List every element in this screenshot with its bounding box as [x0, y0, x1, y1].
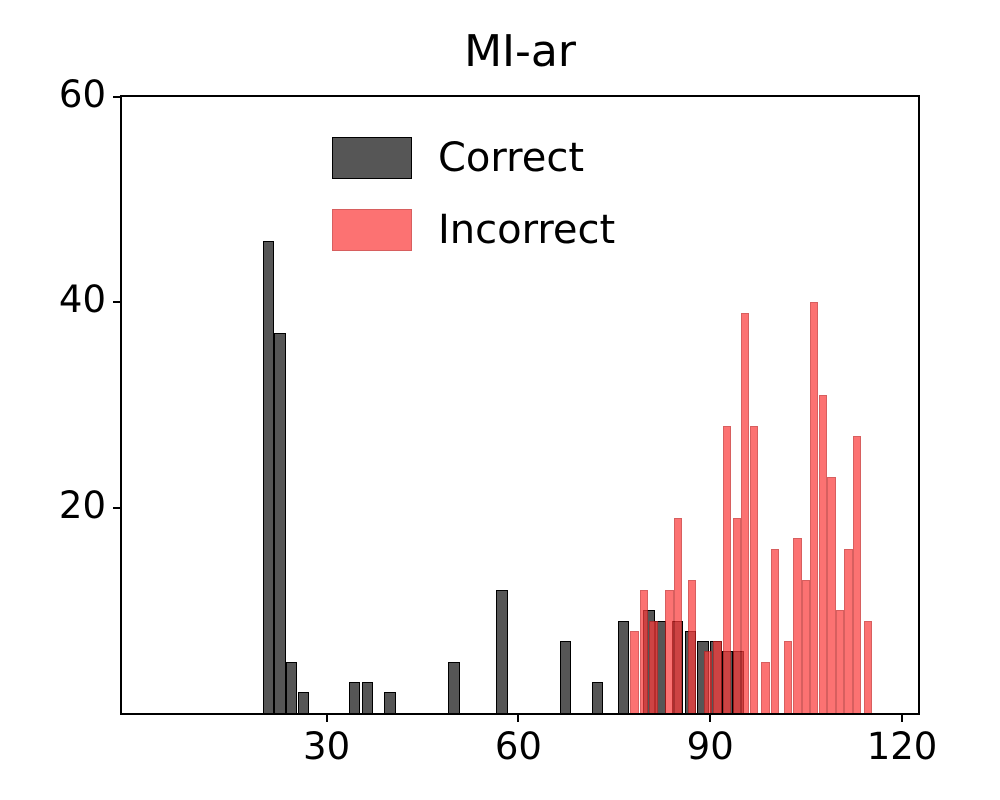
incorrect-histogram-bar: [835, 610, 844, 713]
incorrect-histogram-bar: [852, 435, 862, 713]
x-tick-mark: [901, 713, 904, 722]
correct-histogram-bar: [274, 333, 286, 713]
correct-histogram-bar: [496, 589, 508, 713]
y-tick-label: 60: [58, 73, 106, 116]
incorrect-histogram-bar: [793, 538, 802, 713]
correct-histogram-bar: [559, 641, 572, 713]
incorrect-histogram-bar: [630, 630, 639, 713]
incorrect-histogram-bar: [818, 394, 828, 713]
incorrect-histogram-bar: [809, 302, 819, 713]
y-tick-label: 20: [58, 483, 106, 527]
incorrect-histogram-bar: [649, 620, 658, 713]
x-tick-mark: [709, 713, 712, 722]
incorrect-histogram-bar: [665, 589, 674, 713]
incorrect-histogram-bar: [801, 579, 810, 713]
y-tick-mark: [113, 96, 122, 98]
correct-legend-swatch: [332, 137, 412, 179]
incorrect-histogram-bar: [749, 425, 759, 713]
incorrect-histogram-bar: [732, 517, 741, 713]
incorrect-histogram-bar: [713, 641, 722, 713]
y-tick-mark: [113, 301, 122, 304]
legend-item-incorrect: Incorrect: [332, 207, 615, 253]
correct-histogram-bar: [361, 682, 374, 713]
incorrect-histogram-bar: [770, 548, 780, 713]
legend-label: Correct: [438, 135, 584, 181]
correct-histogram-bar: [617, 620, 629, 713]
plot-area: Correct Incorrect 30 60 90 120 20 40 60: [59, 73, 937, 768]
incorrect-histogram-bar: [639, 589, 649, 713]
correct-histogram-bar: [262, 240, 275, 713]
incorrect-histogram-bar: [703, 651, 713, 713]
x-tick-label: 30: [303, 725, 351, 768]
legend-label: Incorrect: [438, 207, 616, 253]
legend-item-correct: Correct: [332, 135, 615, 181]
x-tick-mark: [517, 713, 520, 722]
incorrect-histogram-bar: [783, 641, 793, 713]
x-tick-mark: [325, 713, 328, 722]
incorrect-histogram-bar: [722, 425, 732, 713]
legend: Correct Incorrect: [332, 135, 615, 253]
incorrect-histogram-bar: [761, 661, 770, 713]
x-tick-label: 90: [686, 725, 734, 768]
correct-histogram-bar: [591, 682, 604, 713]
incorrect-histogram-bar: [827, 476, 836, 713]
incorrect-histogram-bar: [863, 620, 872, 713]
chart-title: MI-ar: [464, 26, 576, 77]
x-tick-label: 120: [866, 725, 938, 768]
correct-histogram-bar: [297, 692, 310, 713]
y-tick-mark: [113, 506, 122, 509]
incorrect-histogram-bar: [844, 548, 853, 713]
correct-histogram-bar: [348, 682, 361, 713]
x-tick-label: 60: [494, 725, 542, 768]
correct-histogram-bar: [285, 661, 298, 713]
incorrect-histogram-bar: [740, 312, 750, 713]
incorrect-histogram-bar: [673, 517, 683, 713]
incorrect-legend-swatch: [332, 209, 412, 251]
correct-histogram-bar: [384, 692, 396, 713]
y-tick-label: 40: [58, 278, 106, 322]
incorrect-histogram-bar: [687, 579, 697, 713]
correct-histogram-bar: [448, 661, 460, 713]
